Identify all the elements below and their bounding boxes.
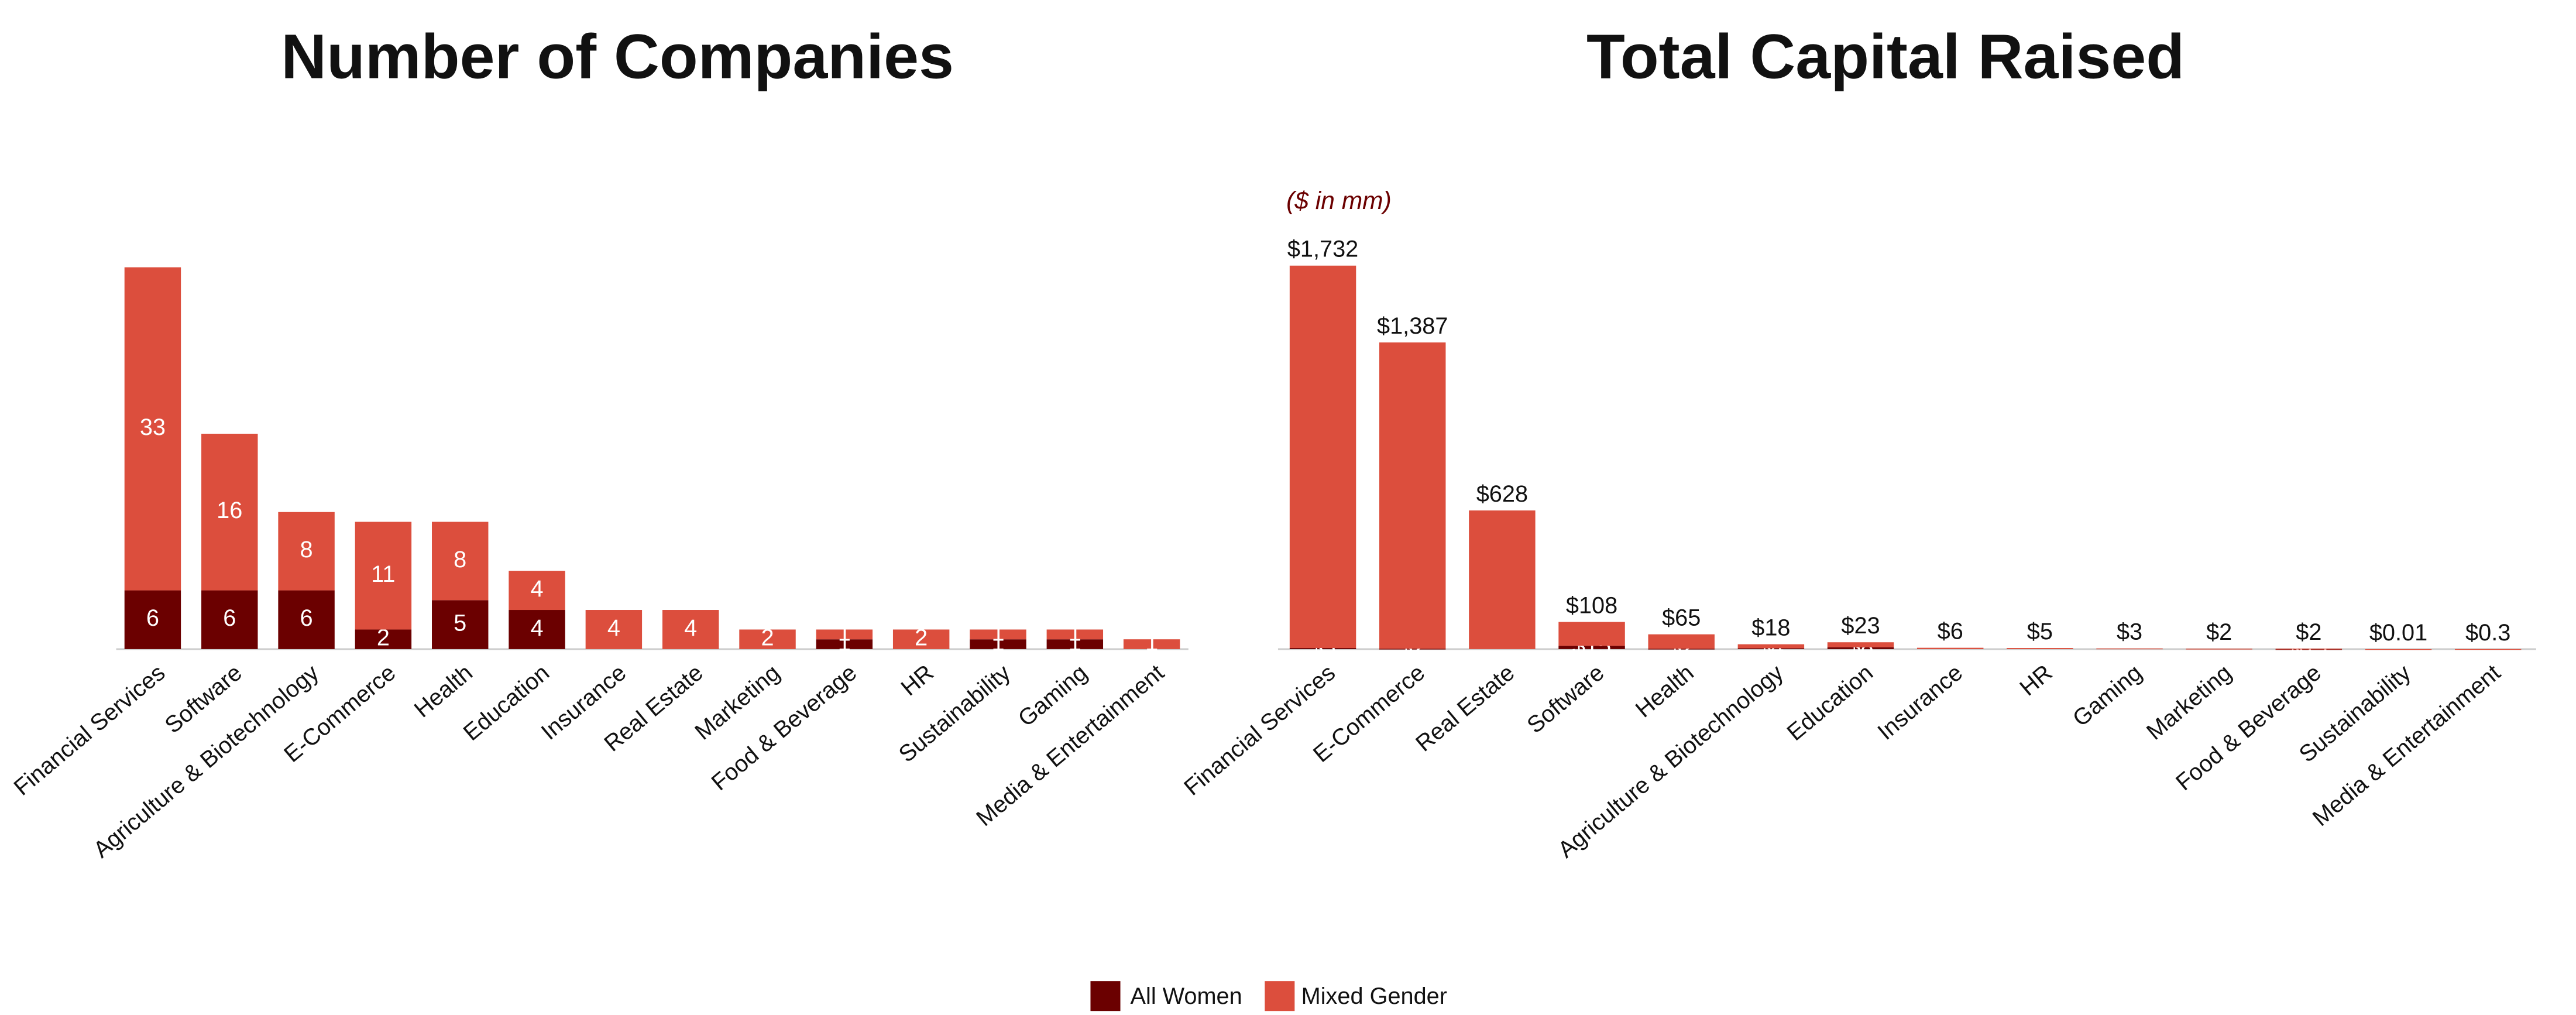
bar-segment xyxy=(1558,646,1625,649)
data-label: 5 xyxy=(454,611,466,636)
bar-segment xyxy=(201,590,258,649)
data-label: 1 xyxy=(1145,630,1158,656)
bar-segment xyxy=(1123,639,1180,649)
bar-segment xyxy=(1289,648,1356,649)
data-label: 11 xyxy=(371,561,395,587)
data-label: 1 xyxy=(1069,620,1081,646)
bar-segment xyxy=(278,512,335,591)
bar-segment xyxy=(1379,342,1446,649)
data-label: $0.01 xyxy=(2369,620,2427,646)
x-tick-label: Real Estate xyxy=(1411,660,1519,757)
data-label: $628 xyxy=(1476,481,1528,507)
bar-segment xyxy=(124,267,181,591)
data-label: $1,732 xyxy=(1287,236,1358,262)
bar-segment xyxy=(1737,648,1805,649)
x-tick-label: Gaming xyxy=(2068,660,2147,732)
data-label: $1,387 xyxy=(1377,313,1448,339)
data-label: 16 xyxy=(217,498,242,523)
bar-segment xyxy=(1046,639,1104,649)
bar-segment xyxy=(355,629,412,649)
legend-swatch xyxy=(1090,981,1121,1011)
data-label: $2 xyxy=(2296,619,2321,645)
data-label: 2 xyxy=(377,625,390,651)
bar-segment xyxy=(201,433,258,591)
data-label: $3 xyxy=(2117,619,2142,645)
legend-swatch xyxy=(1265,981,1295,1011)
bar-segment xyxy=(2275,649,2343,650)
bar-segment xyxy=(816,639,873,649)
data-label: 33 xyxy=(140,414,166,440)
bar-segment xyxy=(1737,644,1805,649)
data-label: 4 xyxy=(684,615,697,641)
data-label: $65 xyxy=(1662,605,1701,631)
data-label: $18 xyxy=(1751,615,1790,641)
chart-subtitle: ($ in mm) xyxy=(1286,187,1392,215)
data-label: $2 xyxy=(2206,619,2232,645)
bar-segment xyxy=(1916,647,1984,649)
data-label: $108 xyxy=(1566,592,1617,618)
bar-segment xyxy=(124,590,181,649)
bar-segment xyxy=(432,600,489,649)
legend-label: All Women xyxy=(1131,983,1242,1009)
bar-segment xyxy=(1648,634,1715,649)
bar-segment xyxy=(892,629,950,649)
data-label: 1 xyxy=(991,620,1004,646)
bar-segment xyxy=(1469,510,1536,649)
bar-segment xyxy=(816,629,873,640)
x-tick-label: HR xyxy=(897,660,939,701)
data-label: $0.1 xyxy=(2286,635,2331,660)
x-tick-label: Health xyxy=(1631,660,1699,722)
bar-segment xyxy=(585,610,643,649)
chart-title: Number of Companies xyxy=(281,20,954,91)
data-label: 4 xyxy=(607,615,620,641)
data-label: 4 xyxy=(531,615,544,641)
bar-segment xyxy=(355,522,412,630)
x-tick-label: Financial Services xyxy=(9,660,170,801)
data-label: 2 xyxy=(915,625,928,651)
x-tick-label: HR xyxy=(2015,660,2057,701)
data-label: $6 xyxy=(1938,619,1963,644)
x-tick-label: Food & Beverage xyxy=(706,660,861,795)
data-label: 6 xyxy=(223,605,236,631)
bar-segment xyxy=(2365,649,2432,650)
x-tick-label: Health xyxy=(410,660,478,722)
bar-segment xyxy=(970,629,1026,640)
bar-segment xyxy=(662,610,719,649)
bar-segment xyxy=(432,522,489,601)
data-label: 6 xyxy=(300,605,313,631)
data-label: 4 xyxy=(531,576,544,602)
data-label: 6 xyxy=(146,605,159,631)
data-label: 8 xyxy=(300,537,313,563)
bar-segment xyxy=(1558,622,1625,646)
legend-label: Mixed Gender xyxy=(1301,983,1447,1009)
x-tick-label: Financial Services xyxy=(1179,660,1340,801)
bar-segment xyxy=(2454,649,2522,650)
x-tick-label: Education xyxy=(1782,660,1878,746)
chart-title: Total Capital Raised xyxy=(1586,20,2185,91)
data-label: $23 xyxy=(1841,613,1880,639)
bar-segment xyxy=(739,629,796,649)
data-label: $0.3 xyxy=(2465,620,2510,646)
bar-segment xyxy=(509,571,565,611)
x-tick-label: Software xyxy=(1522,660,1609,738)
data-label: $5 xyxy=(2027,619,2053,644)
bar-segment xyxy=(509,610,565,649)
bar-segment xyxy=(2007,648,2073,649)
bar-segment xyxy=(1827,647,1894,649)
x-tick-label: Insurance xyxy=(1873,660,1967,745)
data-label: 1 xyxy=(838,620,851,646)
bar-segment xyxy=(1289,265,1356,649)
bar-segment xyxy=(278,590,335,649)
bar-segment xyxy=(1046,629,1104,640)
bar-segment xyxy=(970,639,1026,649)
x-tick-label: Education xyxy=(459,660,555,746)
data-label: 2 xyxy=(761,625,774,651)
data-label: 8 xyxy=(454,547,466,572)
bar-segment xyxy=(1827,642,1894,647)
